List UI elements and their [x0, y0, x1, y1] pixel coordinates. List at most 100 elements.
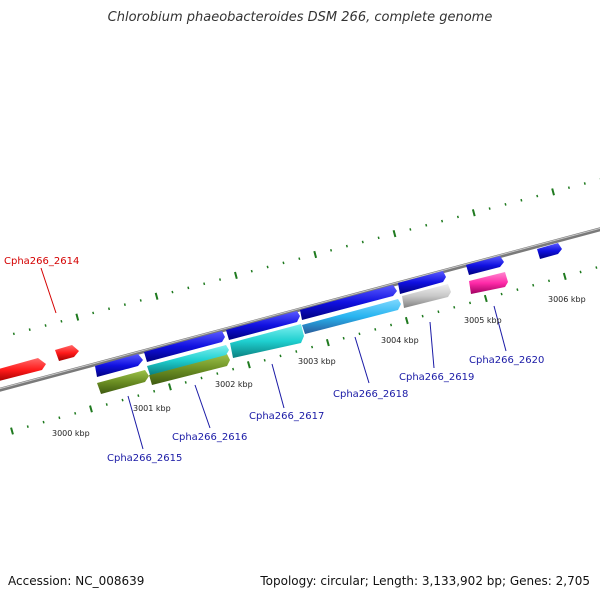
lower-tick [547, 279, 551, 283]
upper-tick [361, 240, 364, 244]
lower-tick [121, 398, 124, 402]
map-title: Chlorobium phaeobacteroides DSM 266, com… [107, 10, 493, 25]
label-cpha266-2619[interactable]: Cpha266_2619 [399, 372, 474, 383]
upper-tick [234, 271, 238, 280]
gene-cpha266-2614-part-a[interactable] [0, 358, 46, 382]
lower-tick [279, 354, 282, 358]
upper-tick [123, 303, 126, 306]
upper-tick [60, 319, 63, 323]
label-cpha266-2615[interactable]: Cpha266_2615 [107, 453, 182, 464]
upper-tick [107, 307, 111, 311]
upper-tick [456, 215, 459, 219]
upper-tick [409, 228, 412, 231]
upper-tick [298, 257, 301, 261]
upper-tick [44, 324, 47, 327]
upper-tick [139, 299, 142, 302]
label-cpha266-2620[interactable]: Cpha266_2620 [469, 355, 544, 366]
gene-blue-f[interactable] [466, 256, 504, 275]
gene-cpha266-2619[interactable] [402, 284, 451, 308]
upper-tick [520, 198, 523, 202]
lower-tick [500, 292, 503, 296]
upper-tick [313, 250, 318, 259]
lower-tick [595, 266, 598, 269]
gene-cpha266-2617[interactable] [230, 324, 304, 358]
gene-cpha266-2616-cyan[interactable] [147, 345, 229, 375]
lower-tick [137, 394, 140, 398]
upper-tick [154, 292, 159, 300]
upper-tick [583, 182, 586, 185]
label-cpha266-2616[interactable]: Cpha266_2616 [172, 432, 247, 443]
lower-tick [421, 314, 424, 318]
upper-tick [12, 332, 15, 336]
lower-tick [232, 367, 235, 371]
upper-tick [471, 209, 476, 217]
gene-cpha266-2616-olive[interactable] [149, 354, 230, 385]
lower-tick [58, 416, 61, 420]
gene-blue-d[interactable] [300, 285, 397, 320]
lower-tick [358, 332, 361, 336]
kbp-label: 3003 kbp [298, 357, 336, 366]
kbp-label: 3004 kbp [381, 336, 419, 345]
upper-tick [551, 188, 555, 196]
gene-track [0, 243, 562, 394]
lower-tick-track [10, 266, 598, 435]
lower-tick [247, 361, 251, 369]
gene-blue-c[interactable] [226, 311, 300, 340]
lower-tick [374, 328, 377, 331]
upper-tick [75, 313, 80, 321]
lower-tick [532, 283, 535, 287]
lower-tick [105, 403, 108, 406]
gene-cpha266-2614-part-b[interactable] [55, 345, 79, 361]
label-cpha266-2617[interactable]: Cpha266_2617 [249, 411, 324, 422]
gene-cpha266-2615[interactable] [97, 370, 149, 394]
kbp-label: 3002 kbp [215, 380, 253, 389]
upper-tick [377, 236, 380, 240]
lower-tick [74, 411, 77, 415]
lower-tick [453, 305, 456, 309]
lower-tick [342, 336, 345, 340]
label-cpha266-2618[interactable]: Cpha266_2618 [333, 389, 408, 400]
upper-tick [187, 286, 190, 290]
gene-blue-a[interactable] [95, 354, 143, 377]
lower-tick [295, 350, 298, 353]
lower-tick [89, 405, 93, 413]
upper-tick [330, 248, 333, 252]
lower-tick [10, 427, 14, 435]
upper-tick [392, 229, 397, 238]
gene-cpha266-2620[interactable] [469, 272, 508, 294]
lower-tick [216, 372, 219, 375]
genome-backbone [0, 227, 600, 392]
lower-tick [516, 288, 519, 292]
upper-tick [504, 203, 507, 206]
upper-tick [203, 282, 206, 286]
upper-tick [536, 194, 539, 198]
gene-blue-e[interactable] [398, 271, 446, 294]
gene-blue-b[interactable] [144, 331, 225, 362]
upper-tick [282, 261, 285, 265]
lower-tick [483, 294, 488, 303]
callout-lines [40, 267, 507, 450]
upper-tick [567, 186, 570, 190]
gene-cpha266-2618[interactable] [302, 299, 401, 334]
upper-tick-track [12, 178, 600, 336]
lower-tick [468, 301, 472, 305]
kbp-label: 3000 kbp [52, 429, 90, 438]
upper-tick [441, 219, 444, 223]
lower-tick [184, 381, 187, 384]
lower-tick [168, 383, 172, 391]
upper-tick [28, 328, 31, 332]
lower-tick [390, 323, 393, 327]
lower-tick [153, 389, 156, 393]
upper-tick [250, 269, 253, 273]
upper-tick [488, 207, 491, 210]
lower-tick [26, 425, 29, 428]
upper-tick [219, 278, 222, 281]
gene-blue-g[interactable] [537, 243, 562, 259]
lower-tick [200, 376, 203, 380]
genome-summary-text: Topology: circular; Length: 3,133,902 bp… [260, 574, 590, 588]
lower-tick [325, 339, 330, 347]
lower-tick [311, 345, 314, 349]
lower-tick [404, 316, 409, 325]
label-cpha266-2614[interactable]: Cpha266_2614 [4, 256, 79, 267]
